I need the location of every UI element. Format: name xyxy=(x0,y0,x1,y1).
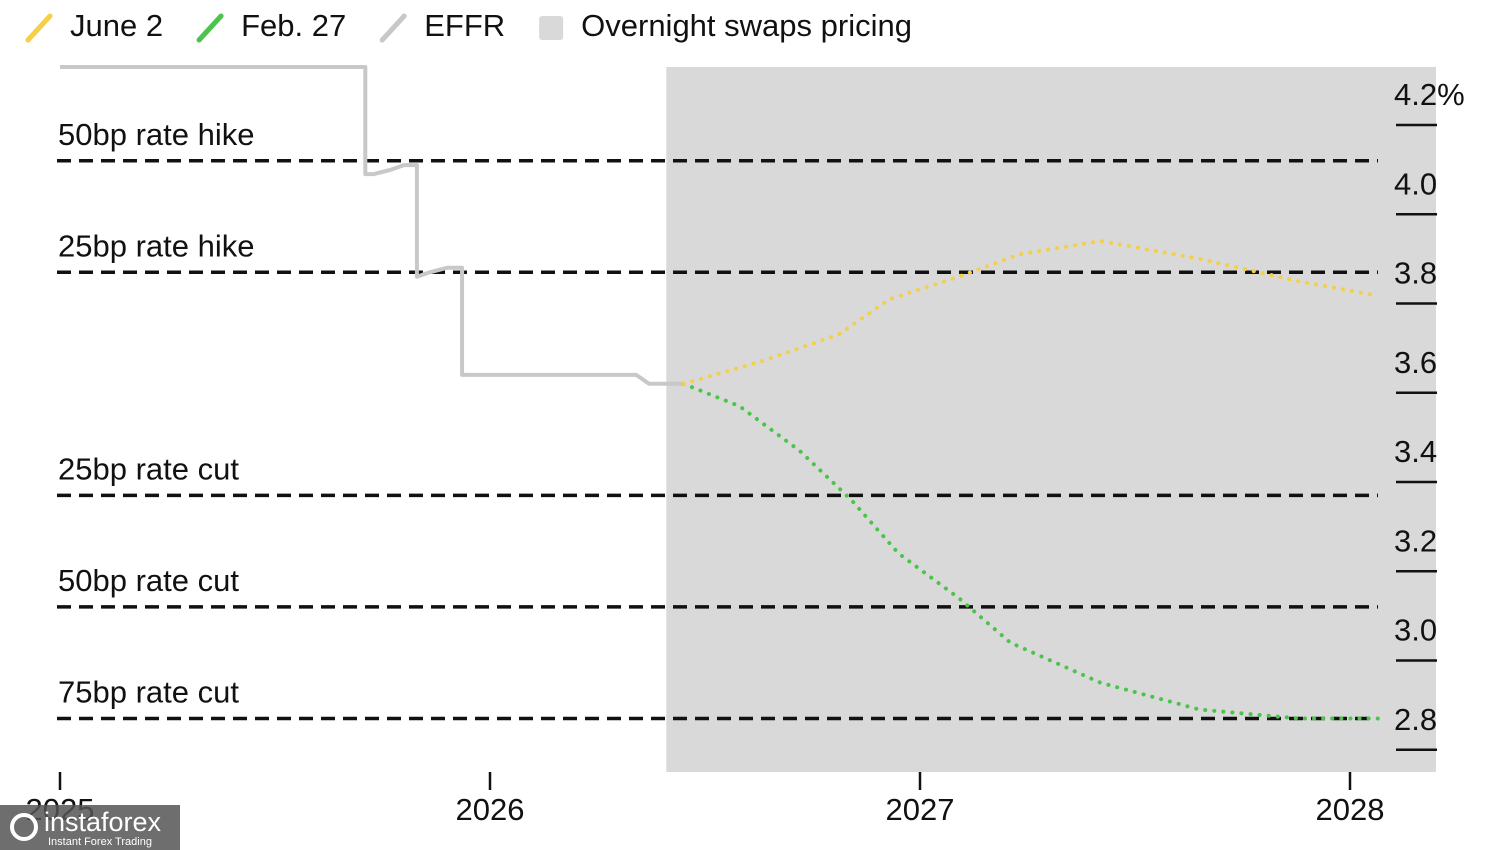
y-tick-label: 3.4 xyxy=(1394,434,1437,469)
x-tick-label: 2028 xyxy=(1316,792,1385,827)
legend-swatch xyxy=(379,13,407,43)
reference-label: 25bp rate hike xyxy=(58,228,254,263)
y-tick-label: 4.2% xyxy=(1394,77,1465,112)
y-tick-label: 3.2 xyxy=(1394,523,1437,558)
legend-label: EFFR xyxy=(424,8,505,43)
y-tick-label: 2.8 xyxy=(1394,702,1437,737)
legend-label: Feb. 27 xyxy=(241,8,346,43)
series-line xyxy=(681,381,1383,721)
reference-label: 50bp rate cut xyxy=(58,563,239,598)
y-tick-label: 3.6 xyxy=(1394,345,1437,380)
y-tick-label: 3.0 xyxy=(1394,613,1437,648)
legend: June 2 Feb. 27 EFFR Overnight swaps pricing xyxy=(25,8,912,43)
series-line xyxy=(681,239,1374,386)
x-tick-label: 2027 xyxy=(886,792,955,827)
watermark: instaforex Instant Forex Trading xyxy=(0,805,180,850)
legend-swatch xyxy=(539,16,564,40)
forecast-shade xyxy=(666,67,1436,772)
y-tick-label: 3.8 xyxy=(1394,256,1437,291)
watermark-logo xyxy=(10,813,38,841)
y-tick-label: 4.0 xyxy=(1394,166,1437,201)
reference-label: 75bp rate cut xyxy=(58,675,239,710)
legend-swatch xyxy=(196,13,224,43)
x-tick-label: 2026 xyxy=(456,792,525,827)
watermark-name: instaforex xyxy=(44,807,162,837)
legend-swatch xyxy=(25,13,53,43)
watermark-bg xyxy=(0,805,180,850)
legend-label: June 2 xyxy=(70,8,163,43)
legend-label: Overnight swaps pricing xyxy=(581,8,912,43)
series-line xyxy=(60,65,684,386)
shade-layer xyxy=(666,67,1436,772)
watermark-tagline: Instant Forex Trading xyxy=(48,836,152,848)
reference-label: 50bp rate hike xyxy=(58,117,254,152)
reference-label: 25bp rate cut xyxy=(58,452,239,487)
